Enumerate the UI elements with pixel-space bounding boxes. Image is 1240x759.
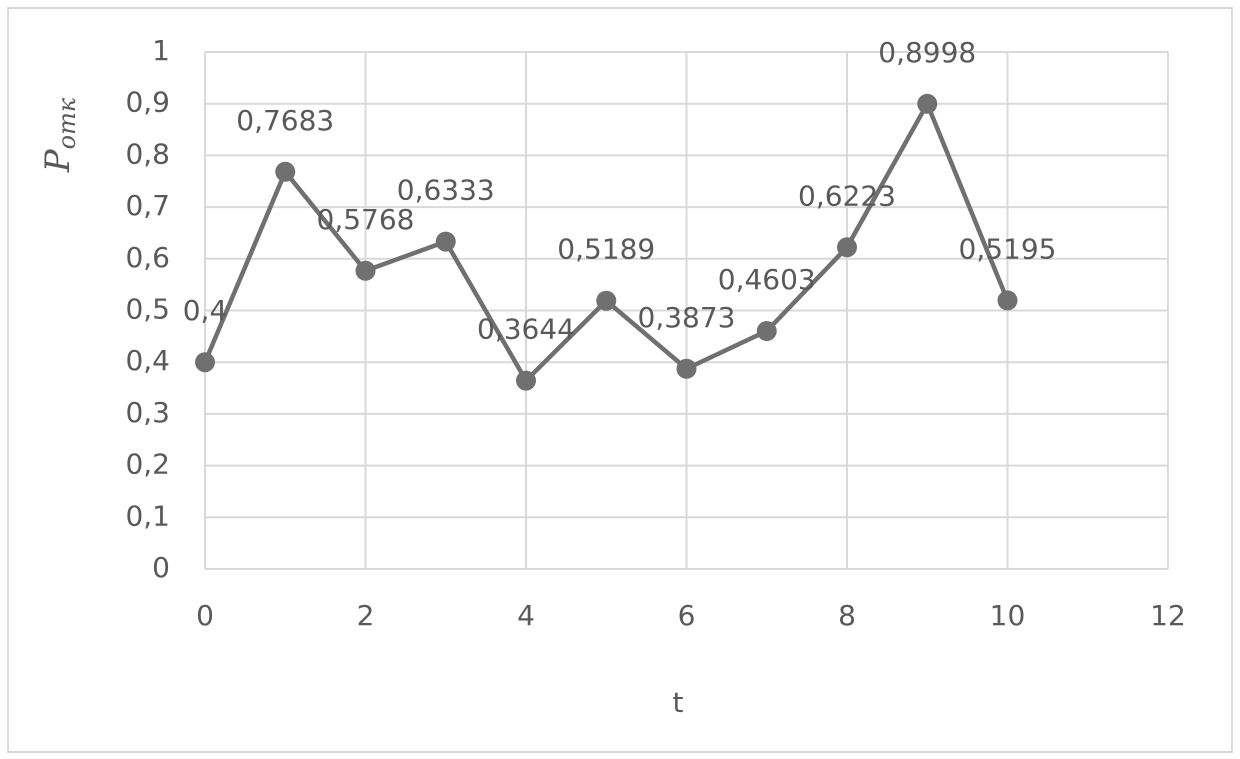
x-tick-label: 10 (990, 599, 1026, 632)
y-tick-label: 0,5 (125, 293, 170, 326)
y-tick-label: 0,8 (125, 137, 170, 170)
y-tick-label: 0,3 (125, 396, 170, 429)
data-label: 0,5195 (959, 232, 1057, 265)
data-label: 0,5189 (557, 233, 655, 266)
y-axis-label-main: P (38, 148, 78, 173)
data-point (676, 358, 697, 379)
data-label: 0,6223 (798, 179, 896, 212)
y-tick-label: 0,4 (125, 344, 170, 377)
data-point (756, 321, 777, 342)
data-point (917, 93, 938, 114)
x-tick-label: 0 (196, 599, 214, 632)
x-tick-label: 12 (1150, 599, 1186, 632)
data-point (837, 237, 857, 258)
data-label: 0,8998 (878, 36, 976, 69)
y-axis-label: Pотк (38, 97, 81, 173)
data-label: 0,4603 (718, 263, 816, 296)
data-label: 0,4 (183, 294, 228, 327)
x-tick-label: 2 (357, 599, 375, 632)
y-tick-label: 0,7 (125, 189, 170, 222)
y-tick-label: 0,1 (125, 499, 170, 532)
data-label: 0,7683 (236, 104, 334, 137)
data-point (275, 161, 296, 182)
x-tick-label: 6 (678, 599, 696, 632)
y-axis-label-sub: отк (53, 97, 81, 149)
y-tick-label: 0,6 (125, 241, 170, 274)
data-point (997, 290, 1018, 311)
y-tick-label: 0,2 (125, 448, 170, 481)
data-point (596, 290, 617, 311)
y-tick-label: 1 (152, 34, 170, 67)
y-tick-label: 0 (152, 551, 170, 584)
x-tick-label: 8 (838, 599, 856, 632)
data-label: 0,6333 (397, 174, 495, 207)
data-label: 0,5768 (317, 203, 415, 236)
data-point (355, 260, 376, 281)
data-point (516, 370, 536, 391)
chart-border (7, 7, 1233, 753)
x-axis-label: t (673, 686, 684, 719)
x-tick-label: 4 (517, 599, 535, 632)
y-tick-label: 0,9 (125, 86, 170, 119)
data-point (195, 352, 215, 373)
data-point (435, 231, 456, 252)
data-label: 0,3873 (638, 301, 736, 334)
data-label: 0,3644 (477, 313, 575, 346)
